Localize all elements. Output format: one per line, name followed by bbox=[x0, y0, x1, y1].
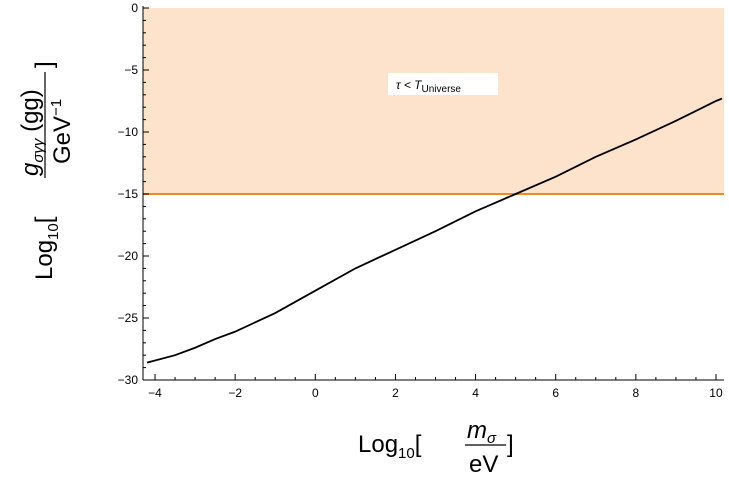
y-axis-title-log: Log10[ bbox=[31, 216, 62, 280]
y-axis-title: Log10[ gσγγ (gg) GeV−1 ] bbox=[17, 61, 76, 280]
y-tick-label: −15 bbox=[118, 187, 139, 201]
y-axis-title-base: Log bbox=[31, 240, 58, 280]
y-tick-label: −25 bbox=[118, 311, 139, 325]
y-axis-title-denominator: GeV−1 bbox=[48, 99, 76, 164]
x-tick-label: 6 bbox=[552, 386, 559, 400]
x-axis-title-denominator: eV bbox=[469, 451, 498, 478]
x-axis-title-num-main: m bbox=[467, 417, 487, 444]
x-axis-title-bracket-open: [ bbox=[415, 431, 422, 458]
plot-area bbox=[143, 8, 724, 364]
region-label-box bbox=[388, 73, 498, 95]
region-label-text: τ < TUniverse bbox=[396, 78, 461, 95]
region-label-main: τ < T bbox=[396, 78, 423, 92]
y-axis-title-den-main: GeV bbox=[49, 116, 76, 164]
y-axis-title-sub: 10 bbox=[45, 223, 62, 240]
x-tick-label: −2 bbox=[228, 386, 242, 400]
y-tick-label: −30 bbox=[118, 373, 139, 387]
y-axis-title-bracket-close: ] bbox=[31, 61, 58, 68]
x-tick-label: 4 bbox=[472, 386, 479, 400]
axes: −4 −2 0 2 4 6 8 100−5−10−15−20−25−30 bbox=[118, 1, 724, 400]
region-label-sub: Universe bbox=[422, 84, 462, 95]
x-tick-label: 0 bbox=[312, 386, 319, 400]
y-tick-label: 0 bbox=[131, 1, 138, 15]
y-tick-label: −20 bbox=[118, 249, 139, 263]
x-axis-title-num-sub: σ bbox=[487, 430, 497, 447]
y-axis-title-num-suffix: (gg) bbox=[17, 89, 44, 138]
y-axis-title-num-sub: σγγ bbox=[30, 137, 47, 163]
shaded-region bbox=[143, 8, 724, 194]
x-tick-label: 10 bbox=[709, 386, 723, 400]
y-axis-title-den-sup: −1 bbox=[48, 99, 65, 116]
x-axis-title-log: Log10[ bbox=[358, 431, 422, 462]
y-tick-label: −5 bbox=[124, 63, 138, 77]
series-line-0 bbox=[146, 97, 723, 364]
x-tick-label: 8 bbox=[633, 386, 640, 400]
x-axis-title-bracket-close: ] bbox=[507, 431, 514, 458]
x-tick-label: −4 bbox=[148, 386, 162, 400]
y-axis-title-numerator: gσγγ (gg) bbox=[17, 89, 47, 176]
x-axis-title: Log10[ mσ eV ] bbox=[358, 417, 514, 478]
x-axis-title-base: Log bbox=[358, 431, 398, 458]
region-label: τ < TUniverse bbox=[388, 73, 498, 95]
x-axis-title-sub: 10 bbox=[398, 445, 415, 462]
x-tick-label: 2 bbox=[392, 386, 399, 400]
y-axis-title-num-main: g bbox=[17, 162, 44, 176]
y-tick-label: −10 bbox=[118, 125, 139, 139]
x-axis-title-numerator: mσ bbox=[467, 417, 497, 447]
y-axis-title-bracket-open: [ bbox=[31, 216, 58, 223]
